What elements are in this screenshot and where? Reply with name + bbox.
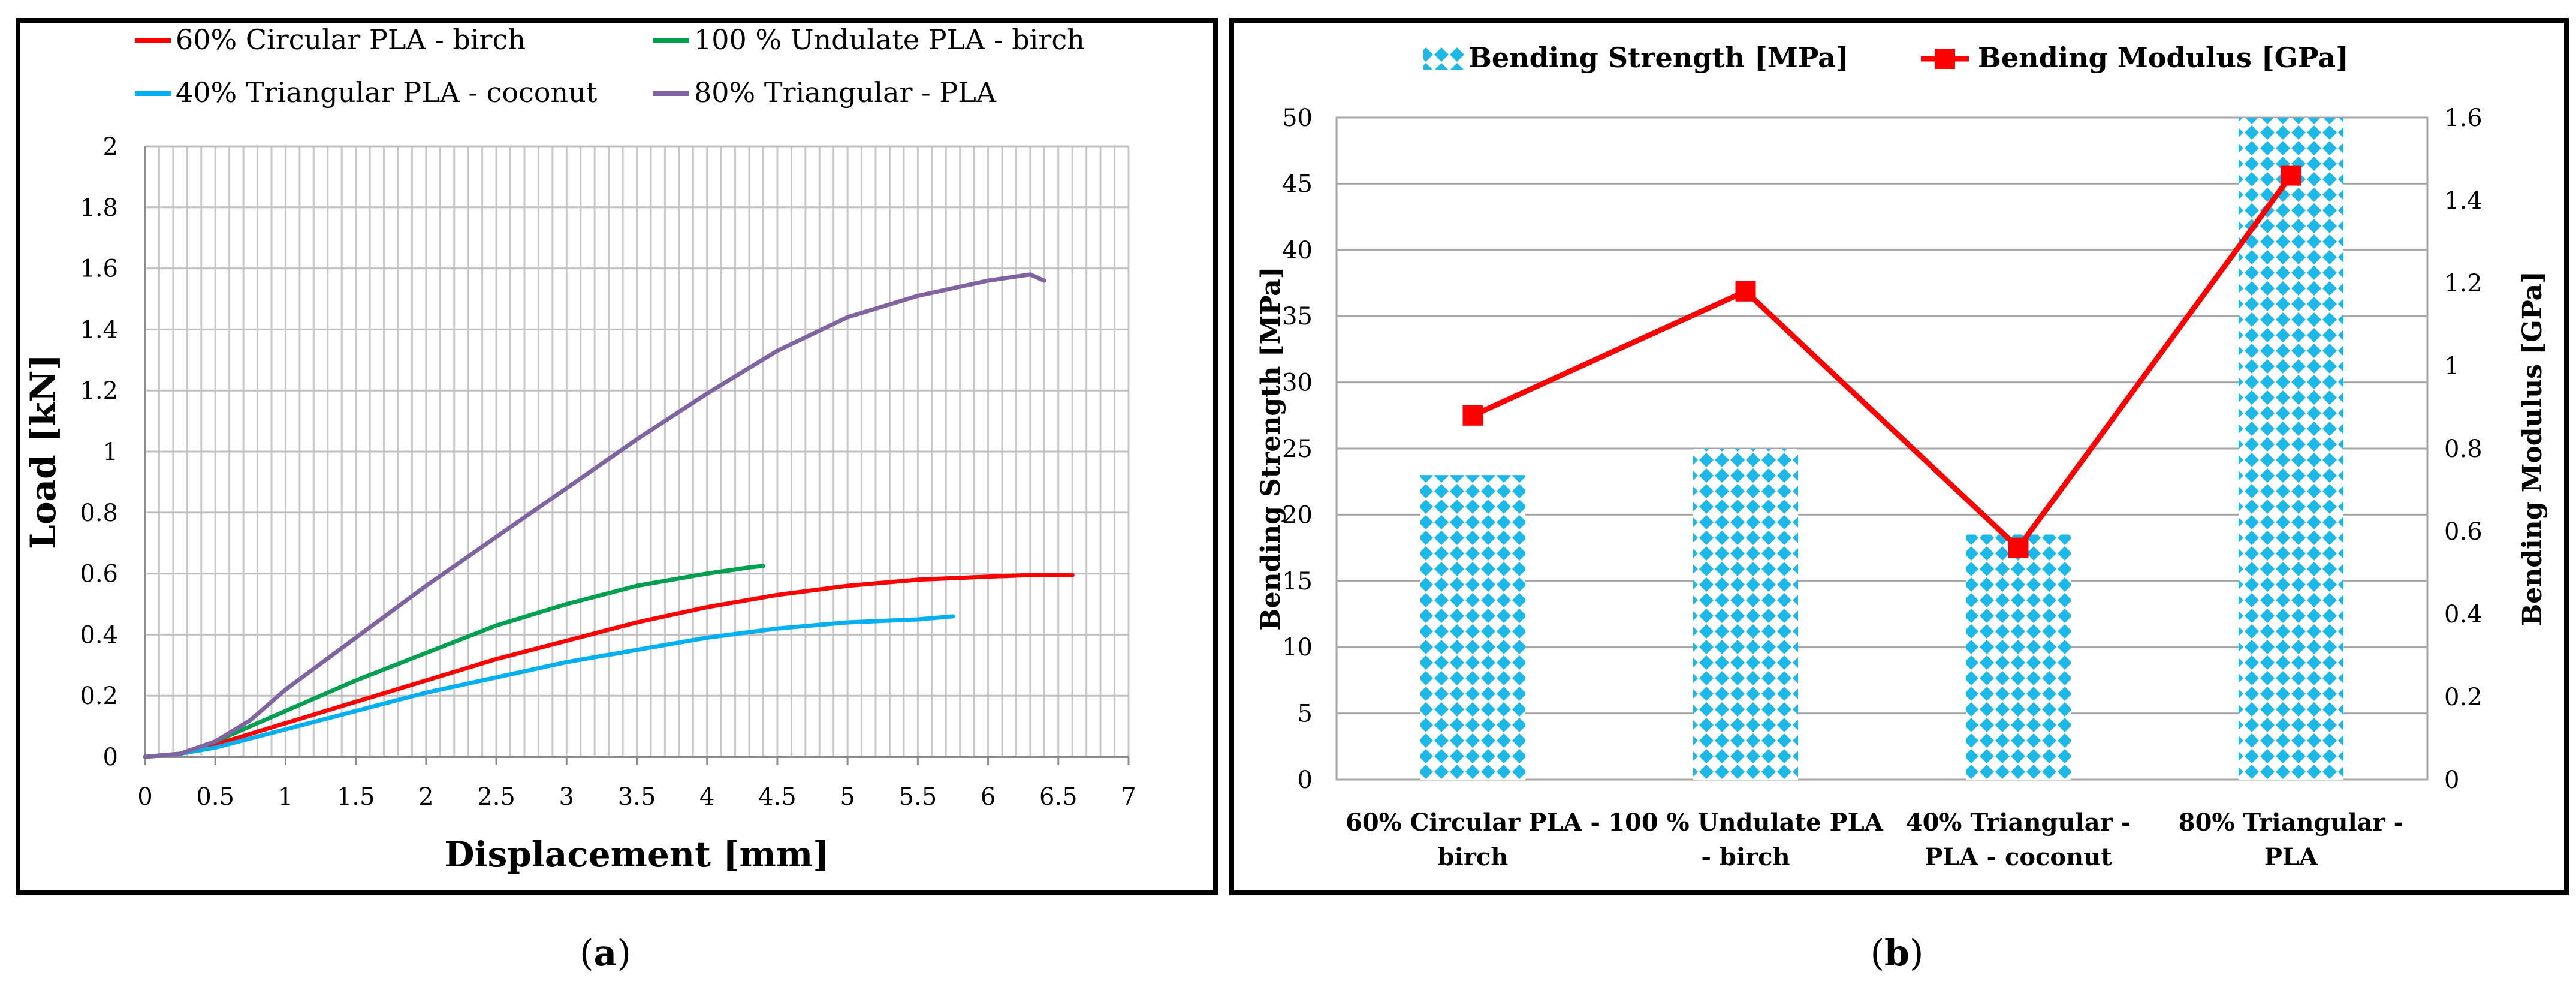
legend-swatch-bar xyxy=(1423,47,1465,70)
series-line xyxy=(143,614,955,759)
y-tick-label: 1.8 xyxy=(80,194,118,222)
bar xyxy=(1420,475,1525,780)
y2-tick-label: 0.2 xyxy=(2444,684,2483,711)
legend-swatch-marker xyxy=(1935,49,1955,69)
x-category-label-line: 100 % Undulate PLA xyxy=(1608,808,1884,836)
legend-label: 60% Circular PLA - birch xyxy=(176,23,526,56)
x-tick-label: 3.5 xyxy=(618,783,656,811)
y2-axis-title: Bending Modulus [GPa] xyxy=(2517,271,2548,626)
x-category-label: 60% Circular PLA - birch xyxy=(1346,808,1600,871)
y-tick-label: 15 xyxy=(1282,568,1313,595)
x-tick-label: 6.5 xyxy=(1039,783,1078,811)
y2-tick-label: 0.6 xyxy=(2444,518,2483,546)
line-marker xyxy=(1735,281,1756,302)
panel-a-chart: 0 0.2 0.4 0.6 0.8 1 1.2 1.4 1.6 1.8 2 0 0.5 1 1.5 2 2.5 3… xyxy=(23,23,1136,875)
y-axis-title: Load [kN] xyxy=(23,354,64,549)
plot-area-border xyxy=(1335,116,2429,781)
x-tick-label: 0 xyxy=(137,783,152,811)
x-tick-label: 5 xyxy=(840,783,855,811)
y-tick-label: 1.2 xyxy=(80,377,118,405)
y2-tick-label: 0 xyxy=(2444,766,2459,794)
x-tick-label: 1.5 xyxy=(337,783,375,811)
legend-label: Bending Modulus [GPa] xyxy=(1978,41,2349,74)
x-category-label-line: - birch xyxy=(1701,843,1790,871)
y-tick-label: 0.2 xyxy=(80,682,118,710)
x-category-label: 100 % Undulate PLA - birch xyxy=(1608,808,1884,871)
panel-a-caption: (a) xyxy=(580,932,631,974)
legend-label: 40% Triangular PLA - coconut xyxy=(176,76,598,109)
y-tick-label: 1.4 xyxy=(80,316,118,344)
line-marker xyxy=(1462,405,1483,426)
y-tick-label: 0.8 xyxy=(80,500,118,527)
y-tick-label: 0 xyxy=(103,744,118,771)
y-tick-label: 25 xyxy=(1282,435,1313,463)
x-category-label-line: 40% Triangular - xyxy=(1906,808,2131,836)
x-category-label: 80% Triangular - PLA xyxy=(2179,808,2404,871)
x-category-label-line: 80% Triangular - xyxy=(2179,808,2404,836)
panel-b-caption: (b) xyxy=(1871,932,1924,974)
y2-tick-label: 1 xyxy=(2444,353,2459,380)
panel-b-letter: b xyxy=(1884,932,1910,974)
bar xyxy=(1693,449,1798,780)
series-line xyxy=(143,573,1075,759)
x-category-label-line: birch xyxy=(1438,843,1509,871)
panel-b-chart: 0 5 10 15 20 25 30 35 40 45 50 0 0.2 0.4 0.6 0.8 1 1.2 1.4… xyxy=(1256,41,2548,871)
x-tick-label: 2 xyxy=(418,783,433,811)
line-marker xyxy=(2281,165,2301,186)
y-tick-label: 2 xyxy=(103,133,118,161)
y-tick-label: 45 xyxy=(1282,170,1313,198)
line-marker xyxy=(2008,537,2029,558)
y2-tick-label: 1.2 xyxy=(2444,270,2483,297)
y-tick-label: 10 xyxy=(1282,634,1313,661)
x-category-label-line: PLA xyxy=(2264,843,2318,871)
y-tick-label: 0 xyxy=(1298,766,1313,794)
y2-tick-label: 1.6 xyxy=(2444,104,2483,132)
y-tick-label: 20 xyxy=(1282,501,1313,529)
y2-tick-label: 0.8 xyxy=(2444,435,2483,463)
x-tick-label: 0.5 xyxy=(196,783,234,811)
x-tick-label: 1 xyxy=(278,783,293,811)
y-tick-label: 50 xyxy=(1282,104,1313,132)
legend-label: 100 % Undulate PLA - birch xyxy=(694,23,1085,56)
y-tick-label: 0.4 xyxy=(80,621,118,649)
y-tick-label: 40 xyxy=(1282,237,1313,264)
x-tick-label: 4.5 xyxy=(758,783,797,811)
y-tick-label: 30 xyxy=(1282,369,1313,397)
x-axis-title: Displacement [mm] xyxy=(444,834,829,875)
y-tick-label: 35 xyxy=(1282,303,1313,330)
x-tick-label: 4 xyxy=(699,783,714,811)
y2-tick-label: 0.4 xyxy=(2444,601,2483,628)
bar xyxy=(2239,118,2343,780)
y-tick-label: 5 xyxy=(1298,700,1313,728)
x-tick-label: 2.5 xyxy=(477,783,515,811)
legend-label: 80% Triangular - PLA xyxy=(694,76,997,109)
y-tick-label: 1.6 xyxy=(80,255,118,283)
x-tick-label: 3 xyxy=(559,783,574,811)
x-tick-label: 7 xyxy=(1121,783,1136,811)
x-tick-label: 6 xyxy=(981,783,996,811)
series-line xyxy=(143,272,1046,759)
x-category-label-line: PLA - coconut xyxy=(1925,843,2112,871)
legend-label: Bending Strength [MPa] xyxy=(1468,41,1849,74)
bar xyxy=(1966,534,2071,780)
y-tick-label: 0.6 xyxy=(80,561,118,588)
y-tick-label: 1 xyxy=(103,438,118,466)
x-category-label: 40% Triangular - PLA - coconut xyxy=(1906,808,2131,871)
series-line xyxy=(1471,173,2294,551)
panel-a-frame xyxy=(16,18,1218,895)
x-tick-label: 5.5 xyxy=(899,783,937,811)
y-axis-title: Bending Strength [MPa] xyxy=(1256,266,1286,630)
y2-tick-label: 1.4 xyxy=(2444,187,2483,215)
x-category-label-line: 60% Circular PLA - xyxy=(1346,808,1600,836)
panel-a-letter: a xyxy=(594,932,617,974)
